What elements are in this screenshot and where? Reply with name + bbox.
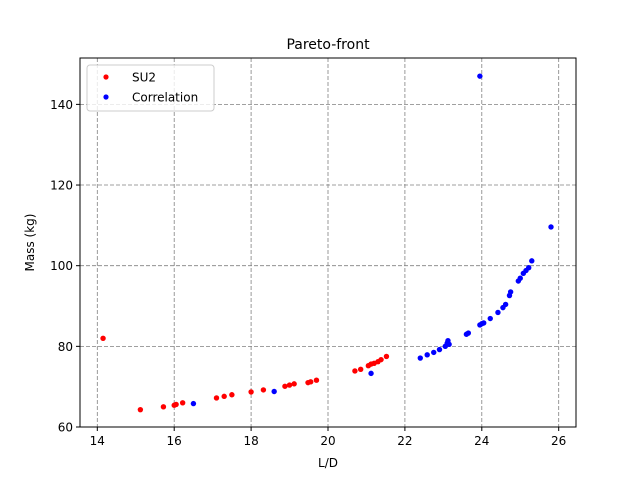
point-su2	[221, 393, 227, 400]
point-correlation	[495, 309, 501, 316]
point-correlation	[507, 289, 514, 295]
legend-marker-su2	[103, 74, 109, 80]
legend: SU2 Correlation	[86, 64, 215, 112]
legend-box	[86, 64, 215, 112]
point-su2	[313, 377, 320, 383]
chart-title: Pareto-front	[286, 37, 370, 53]
y-axis-label: Mass (kg)	[23, 214, 37, 272]
y-tick-label: 60	[58, 421, 73, 435]
point-correlation	[517, 275, 523, 281]
point-correlation	[526, 265, 532, 271]
point-su2	[229, 392, 235, 398]
point-correlation	[424, 352, 430, 358]
x-tick-label: 26	[551, 434, 566, 448]
point-correlation	[431, 349, 437, 356]
point-su2	[248, 389, 254, 395]
x-tick-label: 14	[90, 434, 105, 448]
point-su2	[160, 404, 167, 410]
axis-ticks: 14 16 18 20 22 24 26 60 80 100 120 140	[50, 98, 566, 448]
legend-label-correlation: Correlation	[132, 91, 198, 105]
point-correlation	[502, 301, 509, 308]
y-tick-label: 100	[50, 259, 73, 273]
x-axis-label: L/D	[318, 456, 338, 470]
grid	[80, 58, 576, 428]
x-tick-label: 24	[474, 434, 489, 448]
legend-marker-correlation	[103, 94, 109, 100]
y-tick-label: 120	[50, 179, 73, 193]
point-su2	[137, 406, 144, 413]
point-su2	[213, 395, 220, 401]
point-su2	[357, 366, 364, 373]
point-correlation	[436, 346, 443, 353]
point-correlation	[190, 400, 197, 407]
y-tick-label: 140	[50, 98, 73, 112]
point-correlation	[417, 355, 423, 361]
point-correlation	[271, 388, 277, 395]
point-su2	[286, 382, 293, 388]
point-su2	[352, 368, 358, 374]
point-su2	[100, 335, 106, 341]
point-su2	[282, 383, 288, 389]
point-correlation	[477, 73, 483, 79]
point-su2	[179, 400, 186, 406]
point-su2	[378, 356, 384, 363]
point-su2	[173, 401, 179, 408]
point-correlation	[481, 320, 487, 326]
x-tick-label: 22	[397, 434, 412, 448]
legend-label-su2: SU2	[132, 71, 156, 85]
point-su2	[383, 353, 390, 360]
point-correlation	[487, 315, 493, 322]
point-correlation	[446, 341, 452, 348]
point-correlation	[529, 258, 535, 264]
y-tick-label: 80	[58, 340, 73, 354]
point-correlation	[465, 330, 472, 336]
point-su2	[291, 381, 297, 387]
data-points	[100, 73, 554, 413]
point-su2	[260, 387, 267, 393]
x-tick-label: 16	[167, 434, 182, 448]
point-correlation	[368, 370, 374, 377]
x-tick-label: 20	[320, 434, 335, 448]
point-su2	[307, 379, 314, 385]
point-correlation	[548, 224, 554, 230]
x-tick-label: 18	[243, 434, 258, 448]
